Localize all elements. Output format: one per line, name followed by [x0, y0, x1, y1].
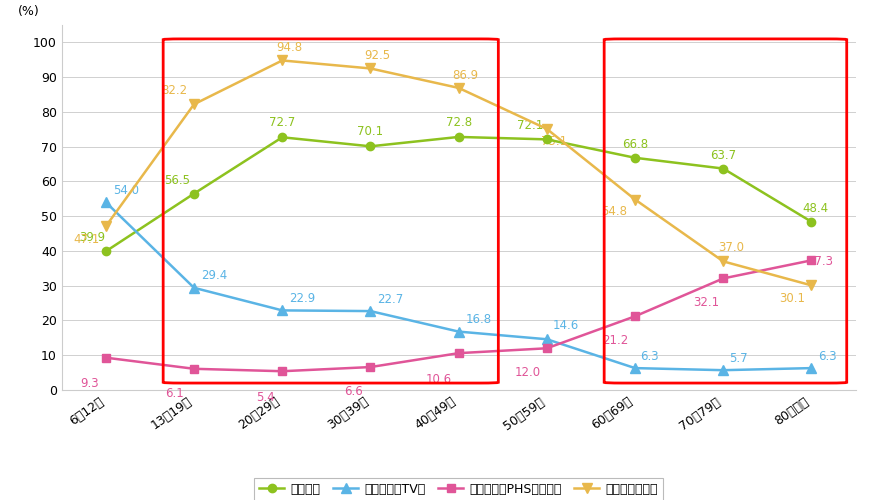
Text: 47.1: 47.1	[73, 232, 100, 245]
Text: 6.3: 6.3	[818, 350, 837, 362]
Text: 22.9: 22.9	[289, 292, 316, 305]
Text: 86.9: 86.9	[452, 70, 479, 82]
Text: 63.7: 63.7	[710, 148, 736, 162]
Text: 32.1: 32.1	[693, 296, 720, 310]
Text: 10.6: 10.6	[426, 372, 452, 386]
Text: 6.3: 6.3	[640, 350, 659, 362]
Text: 48.4: 48.4	[803, 202, 829, 215]
Text: 6.6: 6.6	[344, 385, 363, 398]
Text: 39.9: 39.9	[78, 232, 105, 244]
Text: 16.8: 16.8	[466, 313, 491, 326]
Text: 66.8: 66.8	[622, 138, 648, 151]
Text: 92.5: 92.5	[364, 48, 391, 62]
Text: (%): (%)	[19, 4, 40, 18]
Text: 70.1: 70.1	[357, 125, 384, 138]
Text: 12.0: 12.0	[514, 366, 541, 380]
Text: 75.1: 75.1	[541, 136, 567, 148]
Text: 6.1: 6.1	[165, 387, 184, 400]
Text: 94.8: 94.8	[276, 40, 303, 54]
Text: 22.7: 22.7	[377, 292, 404, 306]
Legend: パソコン, ゲーム機・TV等, 携帯電話（PHSを含む）, スマートフォン: パソコン, ゲーム機・TV等, 携帯電話（PHSを含む）, スマートフォン	[254, 478, 663, 500]
Text: 82.2: 82.2	[161, 84, 188, 98]
Text: 30.1: 30.1	[779, 292, 805, 305]
Text: 29.4: 29.4	[201, 269, 228, 282]
Text: 37.3: 37.3	[807, 255, 833, 268]
Text: 37.0: 37.0	[719, 242, 744, 254]
Text: 54.8: 54.8	[602, 204, 627, 218]
Text: 5.4: 5.4	[257, 390, 275, 404]
Text: 54.0: 54.0	[113, 184, 138, 196]
Text: 14.6: 14.6	[552, 320, 579, 332]
Text: 9.3: 9.3	[80, 377, 99, 390]
Text: 5.7: 5.7	[729, 352, 747, 364]
Text: 21.2: 21.2	[602, 334, 629, 347]
Text: 56.5: 56.5	[164, 174, 191, 186]
Text: 72.8: 72.8	[445, 116, 472, 128]
Text: 72.1: 72.1	[517, 120, 543, 132]
Text: 72.7: 72.7	[269, 116, 295, 129]
